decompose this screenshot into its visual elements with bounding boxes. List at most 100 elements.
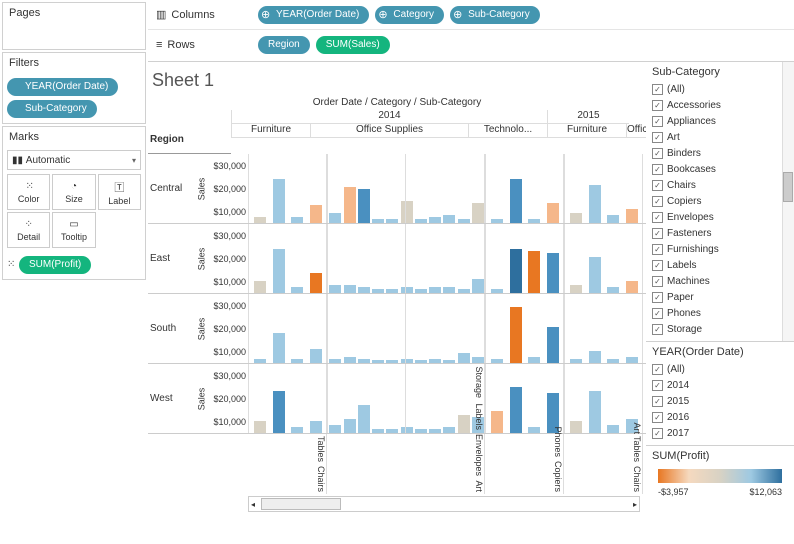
bar[interactable] bbox=[329, 285, 341, 293]
filter-checkbox-item[interactable]: ✓Art bbox=[652, 129, 788, 145]
bar[interactable] bbox=[386, 289, 398, 293]
bar[interactable] bbox=[415, 219, 427, 223]
bar[interactable] bbox=[254, 281, 266, 293]
vertical-scrollbar[interactable] bbox=[782, 62, 794, 341]
bar[interactable] bbox=[491, 219, 503, 223]
filter-checkbox-item[interactable]: ✓2015 bbox=[652, 393, 788, 409]
filter-checkbox-item[interactable]: ✓Storage bbox=[652, 321, 788, 337]
filter-checkbox-item[interactable]: ✓2016 bbox=[652, 409, 788, 425]
marks-type-dropdown[interactable]: ▮▮ Automatic bbox=[7, 150, 141, 170]
bar[interactable] bbox=[429, 287, 441, 293]
filter-checkbox-item[interactable]: ✓Binders bbox=[652, 145, 788, 161]
filter-checkbox-item[interactable]: ✓Paper bbox=[652, 289, 788, 305]
bar[interactable] bbox=[589, 351, 601, 363]
filter-checkbox-item[interactable]: ✓(All) bbox=[652, 361, 788, 377]
bar[interactable] bbox=[528, 357, 540, 363]
x-axis-label[interactable]: Phones bbox=[485, 426, 563, 459]
filters-shelf[interactable]: Filters YEAR(Order Date) Sub-Category bbox=[2, 52, 146, 124]
scrollbar-thumb[interactable] bbox=[261, 498, 341, 510]
rows-shelf[interactable]: Region SUM(Sales) bbox=[258, 34, 794, 56]
bar[interactable] bbox=[472, 279, 484, 293]
bar[interactable] bbox=[589, 257, 601, 293]
bar[interactable] bbox=[458, 219, 470, 223]
bar[interactable] bbox=[358, 287, 370, 293]
x-axis-label[interactable]: Tables bbox=[564, 436, 642, 464]
bar[interactable] bbox=[547, 327, 559, 363]
marks-tooltip-button[interactable]: ▭Tooltip bbox=[52, 212, 95, 248]
bar[interactable] bbox=[429, 217, 441, 223]
bar[interactable] bbox=[510, 307, 522, 363]
bar[interactable] bbox=[291, 217, 303, 223]
filter-checkbox-item[interactable]: ✓Envelopes bbox=[652, 209, 788, 225]
x-axis-label[interactable] bbox=[248, 464, 326, 466]
subcat-filter-list[interactable]: ✓(All)✓Accessories✓Appliances✓Art✓Binder… bbox=[652, 81, 788, 337]
x-axis-label[interactable]: Tables bbox=[248, 436, 326, 464]
filter-checkbox-item[interactable]: ✓Labels bbox=[652, 257, 788, 273]
bar[interactable] bbox=[570, 285, 582, 293]
bar[interactable] bbox=[372, 289, 384, 293]
marks-detail-button[interactable]: ⁘Detail bbox=[7, 212, 50, 248]
year-filter-list[interactable]: ✓(All)✓2014✓2015✓2016✓2017 bbox=[652, 361, 788, 441]
region-label[interactable]: East bbox=[148, 224, 194, 293]
bar[interactable] bbox=[491, 289, 503, 293]
filter-pill-year[interactable]: YEAR(Order Date) bbox=[7, 78, 118, 96]
horizontal-scrollbar[interactable] bbox=[248, 496, 640, 512]
marks-color-button[interactable]: ⁙Color bbox=[7, 174, 50, 210]
bar[interactable] bbox=[358, 189, 370, 223]
filter-checkbox-item[interactable]: ✓Appliances bbox=[652, 113, 788, 129]
x-axis-label[interactable]: Art bbox=[327, 480, 484, 494]
bar[interactable] bbox=[273, 249, 285, 293]
bar[interactable] bbox=[386, 219, 398, 223]
bar[interactable] bbox=[472, 203, 484, 223]
x-axis-label[interactable]: Envelopes bbox=[327, 434, 484, 478]
filter-checkbox-item[interactable]: ✓Copiers bbox=[652, 193, 788, 209]
region-label[interactable]: West bbox=[148, 364, 194, 433]
filter-checkbox-item[interactable]: ✓Machines bbox=[652, 273, 788, 289]
x-axis-label[interactable] bbox=[564, 464, 642, 466]
bar[interactable] bbox=[344, 187, 356, 223]
bar[interactable] bbox=[401, 201, 413, 223]
bar[interactable] bbox=[570, 213, 582, 223]
filter-checkbox-item[interactable]: ✓(All) bbox=[652, 81, 788, 97]
x-axis-label[interactable]: Labels bbox=[327, 404, 484, 433]
category-header[interactable]: Office S bbox=[626, 124, 646, 138]
bar[interactable] bbox=[458, 289, 470, 293]
year-header[interactable]: 2015 bbox=[547, 110, 629, 124]
columns-shelf[interactable]: YEAR(Order Date) Category Sub-Category bbox=[258, 4, 794, 26]
filter-checkbox-item[interactable]: ✓Furnishings bbox=[652, 241, 788, 257]
x-axis-label[interactable] bbox=[485, 459, 563, 461]
bar[interactable] bbox=[344, 285, 356, 293]
bar[interactable] bbox=[291, 427, 303, 433]
bar[interactable] bbox=[547, 253, 559, 293]
col-pill-year[interactable]: YEAR(Order Date) bbox=[258, 6, 369, 24]
color-legend-gradient[interactable] bbox=[658, 469, 782, 483]
bar[interactable] bbox=[415, 289, 427, 293]
bar[interactable] bbox=[310, 421, 322, 433]
bar[interactable] bbox=[547, 203, 559, 223]
col-pill-subcategory[interactable]: Sub-Category bbox=[450, 6, 540, 24]
x-axis-label[interactable] bbox=[248, 434, 326, 436]
col-pill-category[interactable]: Category bbox=[375, 6, 444, 24]
filter-checkbox-item[interactable]: ✓Bookcases bbox=[652, 161, 788, 177]
row-pill-sales[interactable]: SUM(Sales) bbox=[316, 36, 390, 54]
bar[interactable] bbox=[589, 185, 601, 223]
x-axis-label[interactable]: Copiers bbox=[485, 461, 563, 494]
marks-label-button[interactable]: 🅃Label bbox=[98, 174, 141, 210]
bar[interactable] bbox=[254, 217, 266, 223]
bar[interactable] bbox=[310, 273, 322, 293]
marks-pill-profit[interactable]: SUM(Profit) bbox=[19, 256, 91, 274]
bar[interactable] bbox=[273, 179, 285, 223]
bars-panel[interactable] bbox=[248, 154, 646, 223]
filter-checkbox-item[interactable]: ✓Chairs bbox=[652, 177, 788, 193]
bars-panel[interactable] bbox=[248, 294, 646, 363]
marks-size-button[interactable]: ◔Size bbox=[52, 174, 95, 210]
bar[interactable] bbox=[607, 215, 619, 223]
bar[interactable] bbox=[607, 359, 619, 363]
category-header[interactable]: Furniture bbox=[547, 124, 626, 138]
x-axis-label[interactable]: Art bbox=[564, 422, 642, 436]
bar[interactable] bbox=[626, 209, 638, 223]
x-axis-label[interactable] bbox=[327, 402, 484, 404]
bar[interactable] bbox=[510, 179, 522, 223]
bar[interactable] bbox=[372, 219, 384, 223]
filter-checkbox-item[interactable]: ✓Accessories bbox=[652, 97, 788, 113]
